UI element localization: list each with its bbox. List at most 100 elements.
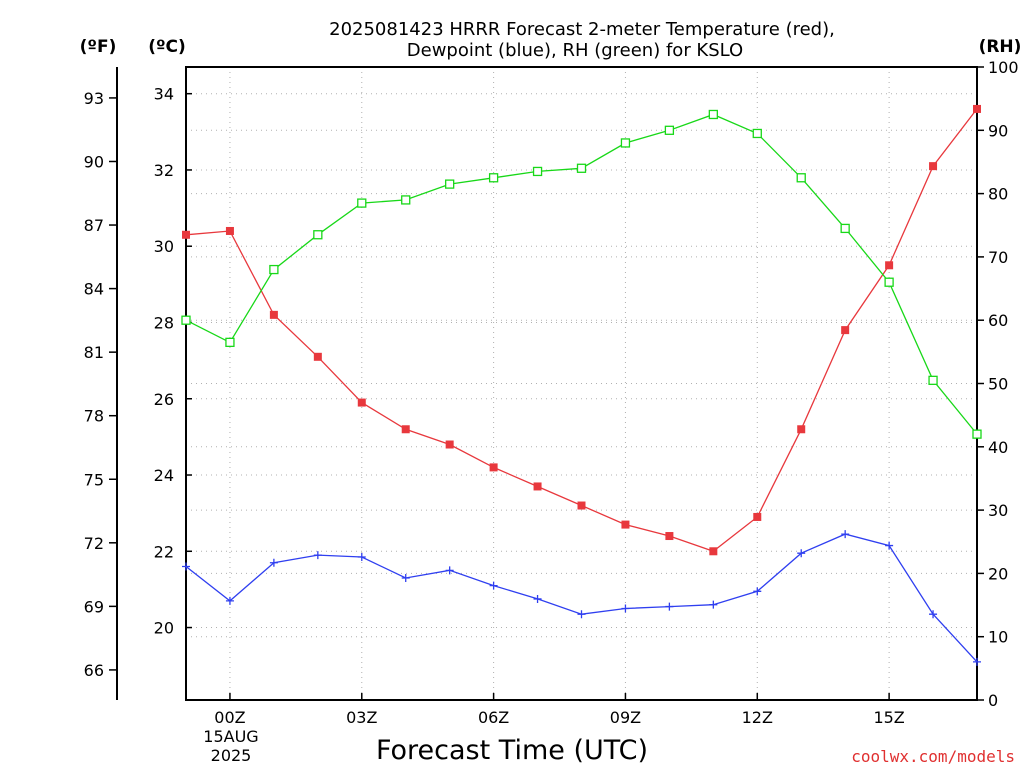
dewpoint-point [621, 604, 630, 613]
dewpoint-point [401, 573, 410, 582]
temperature-point [489, 463, 498, 472]
temperature-point [841, 326, 850, 335]
temperature-point [621, 520, 630, 529]
temperature-point [973, 104, 981, 113]
fahrenheit-tick-label: 69 [84, 597, 104, 616]
fahrenheit-axis: 66 69 72 75 78 81 84 87 90 93 [84, 89, 117, 680]
fahrenheit-tick-label: 81 [84, 343, 104, 362]
celsius-tick-label: 34 [154, 85, 174, 104]
time-tick-label: 00Z [214, 708, 245, 727]
temperature-point [709, 547, 718, 556]
x-date-day: 15AUG [203, 727, 258, 746]
temperature-point [269, 310, 278, 319]
temperature-point [445, 440, 454, 449]
time-axis: 00Z 03Z 06Z 09Z 12Z 15Z [214, 693, 905, 727]
dewpoint-point [269, 558, 278, 567]
temperature-line [185, 108, 978, 553]
rh-tick-label: 10 [988, 628, 1008, 647]
temperature-point [753, 512, 762, 521]
temperature-point [533, 482, 542, 491]
dewpoint-point [929, 610, 938, 619]
rh-point [401, 195, 411, 205]
fahrenheit-unit-label: (ºF) [80, 37, 117, 57]
rh-axis: 0 10 20 30 40 50 60 70 80 90 100 [977, 58, 1019, 710]
rh-tick-label: 70 [988, 248, 1008, 267]
dewpoint-point [973, 657, 981, 666]
fahrenheit-tick-label: 75 [84, 470, 104, 489]
temperature-point [577, 501, 586, 510]
temperature-point [401, 425, 410, 434]
rh-point [269, 264, 279, 275]
rh-unit-label: (RH) [979, 37, 1022, 57]
celsius-tick-label: 24 [154, 466, 174, 485]
celsius-tick-label: 22 [154, 542, 174, 561]
rh-tick-label: 40 [988, 438, 1008, 457]
dewpoint-line [185, 533, 978, 663]
celsius-tick-label: 32 [154, 161, 174, 180]
dewpoint-point [577, 610, 586, 619]
dewpoint-point [841, 530, 850, 539]
fahrenheit-tick-label: 87 [84, 216, 104, 235]
time-tick-label: 09Z [610, 708, 641, 727]
celsius-axis: 20 22 24 26 28 30 32 34 [154, 85, 192, 638]
celsius-tick-label: 20 [154, 619, 174, 638]
temperature-series [182, 104, 981, 556]
rh-tick-label: 20 [988, 564, 1008, 583]
grid-lines [186, 67, 977, 700]
dewpoint-point [885, 541, 894, 550]
dewpoint-point [753, 587, 762, 596]
celsius-tick-label: 30 [154, 237, 174, 256]
dewpoint-point [225, 596, 234, 605]
x-date-year: 2025 [211, 746, 252, 765]
rh-tick-label: 90 [988, 121, 1008, 140]
rh-point [357, 198, 367, 208]
rh-tick-label: 50 [988, 375, 1008, 394]
credit-text: coolwx.com/models [851, 747, 1015, 766]
dewpoint-series [182, 530, 981, 666]
fahrenheit-tick-label: 93 [84, 89, 104, 108]
temperature-point [885, 261, 894, 270]
rh-tick-label: 100 [988, 58, 1019, 77]
fahrenheit-tick-label: 72 [84, 534, 104, 553]
rh-point [620, 138, 631, 148]
time-tick-label: 06Z [478, 708, 509, 727]
dewpoint-point [357, 553, 366, 562]
dewpoint-point [182, 562, 190, 571]
temperature-point [313, 352, 322, 361]
temperature-point [182, 230, 190, 239]
rh-point [313, 230, 323, 240]
celsius-unit-label: (ºC) [148, 37, 186, 57]
rh-point [884, 277, 894, 287]
rh-point [488, 173, 499, 183]
fahrenheit-tick-label: 78 [84, 407, 104, 426]
rh-point [928, 375, 938, 385]
rh-point [840, 223, 850, 234]
rh-tick-label: 60 [988, 311, 1008, 330]
fahrenheit-tick-label: 90 [84, 152, 104, 171]
time-tick-label: 12Z [742, 708, 773, 727]
time-tick-label: 03Z [346, 708, 377, 727]
dewpoint-point [313, 551, 322, 560]
rh-point [972, 429, 982, 439]
chart-title-line-1: 2025081423 HRRR Forecast 2-meter Tempera… [329, 19, 835, 40]
series [181, 104, 982, 666]
dewpoint-point [665, 602, 674, 611]
temperature-point [357, 398, 366, 407]
temperature-point [225, 226, 234, 235]
time-tick-label: 15Z [873, 708, 904, 727]
temperature-point [797, 425, 806, 434]
dewpoint-point [797, 549, 806, 558]
rh-tick-label: 80 [988, 185, 1008, 204]
dewpoint-point [709, 600, 718, 609]
rh-point [752, 128, 762, 139]
rh-tick-label: 30 [988, 501, 1008, 520]
temperature-point [929, 162, 938, 171]
dewpoint-point [533, 594, 542, 603]
rh-point [181, 315, 191, 325]
x-axis-label: Forecast Time (UTC) [376, 735, 648, 766]
rh-point [225, 337, 235, 348]
rh-point [532, 166, 543, 177]
rh-point [708, 109, 718, 120]
rh-point [664, 125, 675, 135]
